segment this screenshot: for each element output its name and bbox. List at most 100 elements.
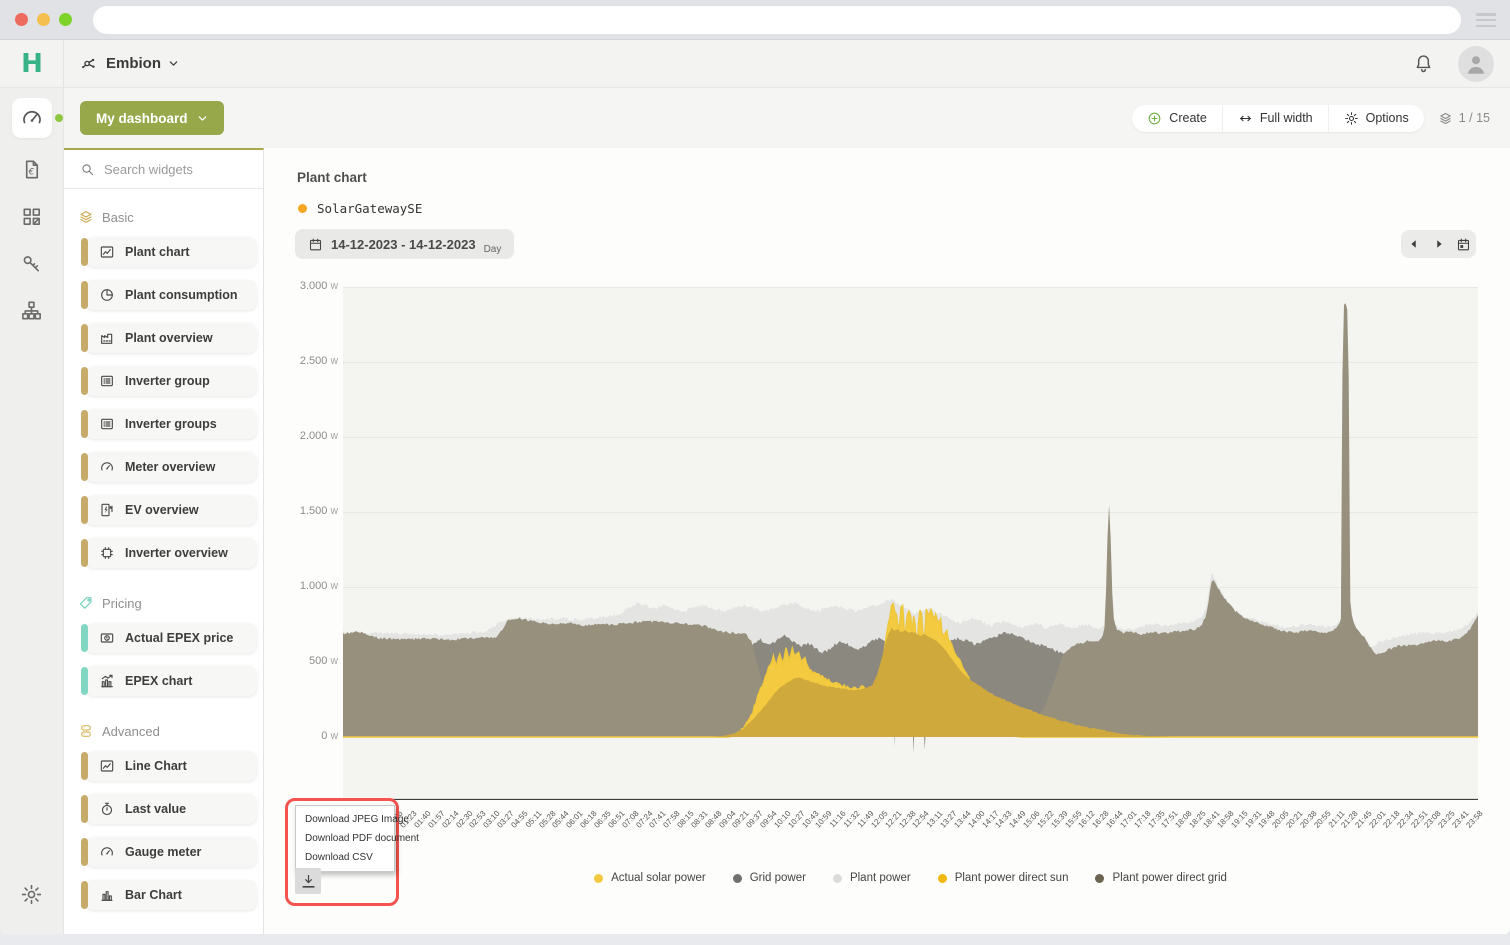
- date-range-text: 14-12-2023 - 14-12-2023: [331, 236, 476, 252]
- legend-dot: [937, 873, 947, 883]
- series-area-plant-power-direct-grid: [343, 303, 1478, 737]
- rail-item-dashboards[interactable]: [11, 98, 63, 138]
- card-accent: [81, 539, 88, 567]
- card-accent: [81, 453, 88, 481]
- x-tick-label: 02:53: [467, 809, 488, 830]
- legend-label: Actual solar power: [611, 872, 706, 884]
- x-tick-label: 22:51: [1408, 809, 1430, 830]
- widget-card-ev-overview[interactable]: EV overview: [81, 495, 257, 525]
- legend-dot: [732, 873, 742, 883]
- legend-label: Plant power direct grid: [1112, 872, 1227, 884]
- x-tick-label: 01:57: [426, 809, 447, 830]
- x-tick-label: 17:51: [1159, 809, 1181, 830]
- widget-card-inverter-group[interactable]: Inverter group: [81, 366, 257, 396]
- key-icon: [20, 252, 43, 275]
- widget-card-plant-chart[interactable]: Plant chart: [81, 237, 257, 267]
- legend-item-plant-power-direct-sun[interactable]: Plant power direct sun: [937, 872, 1068, 884]
- next-period-button[interactable]: [1426, 230, 1451, 258]
- widget-card-plant-consumption[interactable]: Plant consumption: [81, 280, 257, 310]
- series-area-plant-power-direct-sun: [343, 627, 1478, 737]
- x-axis: 00:0000:1700:3300:5001:0601:2301:4001:57…: [329, 800, 1484, 870]
- minimize-window-button[interactable]: [37, 13, 50, 26]
- close-window-button[interactable]: [15, 13, 28, 26]
- app-header: H Embion: [0, 40, 1510, 88]
- notifications-bell-icon[interactable]: [1413, 53, 1434, 74]
- chip-icon: [99, 545, 115, 561]
- menu-item-download-csv[interactable]: Download CSV: [305, 852, 373, 863]
- search-widgets-input[interactable]: [104, 161, 234, 177]
- dashboard-selector-button[interactable]: My dashboard: [80, 101, 224, 135]
- x-tick-label: 22:34: [1395, 809, 1416, 830]
- widget-card-last-value[interactable]: Last value: [81, 794, 257, 824]
- create-button[interactable]: Create: [1132, 104, 1223, 132]
- browser-menu-icon[interactable]: [1476, 13, 1496, 27]
- widget-card-epex-chart[interactable]: EPEX chart: [81, 666, 257, 696]
- rail-item-hierarchy[interactable]: [8, 287, 55, 334]
- arrows-horizontal-icon: [1238, 111, 1253, 126]
- x-tick-label: 07:08: [619, 809, 641, 830]
- series-line-actual-solar-power: [343, 602, 1478, 738]
- device-name: SolarGatewaySE: [317, 201, 423, 216]
- widget-card-label: Plant overview: [125, 331, 213, 345]
- rail-item-settings[interactable]: [8, 871, 55, 918]
- widget-card-label: Plant chart: [125, 245, 190, 259]
- full-width-button[interactable]: Full width: [1223, 104, 1329, 132]
- address-bar[interactable]: [93, 6, 1461, 34]
- legend-dot: [594, 873, 604, 883]
- user-avatar[interactable]: [1458, 45, 1494, 82]
- x-tick-label: 21:11: [1326, 809, 1347, 830]
- widget-card-gauge-meter[interactable]: Gauge meter: [81, 837, 257, 867]
- download-context-menu: Download JPEG Image Download PDF document…: [295, 805, 419, 872]
- chart-plot-area[interactable]: [343, 287, 1478, 801]
- x-tick-label: 16:28: [1090, 809, 1111, 830]
- app-logo[interactable]: H: [0, 40, 64, 87]
- epex-chart-icon: [99, 673, 115, 689]
- legend-item-plant-power-direct-grid[interactable]: Plant power direct grid: [1095, 872, 1227, 884]
- dashboard-page-indicator: 1 / 15: [1438, 111, 1490, 126]
- plus-circle-icon: [1147, 111, 1162, 126]
- x-tick-label: 12:54: [910, 809, 931, 830]
- x-tick-label: 04:55: [509, 809, 530, 830]
- download-button[interactable]: [295, 868, 321, 894]
- widget-card-bar-chart[interactable]: Bar Chart: [81, 880, 257, 910]
- widget-card-inverter-overview[interactable]: Inverter overview: [81, 538, 257, 568]
- x-tick-label: 06:35: [592, 809, 613, 830]
- toolbar-button-group: Create Full width Options: [1132, 104, 1424, 132]
- card-accent: [81, 752, 88, 780]
- widget-search: [64, 150, 263, 189]
- widget-card-meter-overview[interactable]: Meter overview: [81, 452, 257, 482]
- dashboard-toolbar: My dashboard Create Full width: [64, 88, 1510, 148]
- menu-item-download-jpeg-image[interactable]: Download JPEG Image: [305, 814, 409, 825]
- chevron-down-icon: [168, 58, 179, 69]
- rail-item-widgets[interactable]: [8, 193, 55, 240]
- widget-card-inverter-groups[interactable]: Inverter groups: [81, 409, 257, 439]
- jump-to-date-button[interactable]: [1451, 230, 1476, 258]
- widget-card-line-chart[interactable]: Line Chart: [81, 751, 257, 781]
- chart-legend: Actual solar power Grid power Plant power P…: [343, 872, 1478, 884]
- menu-item-download-pdf-document[interactable]: Download PDF document: [305, 833, 419, 844]
- legend-item-grid-power[interactable]: Grid power: [732, 872, 806, 884]
- maximize-window-button[interactable]: [59, 13, 72, 26]
- options-button[interactable]: Options: [1329, 105, 1424, 132]
- card-accent: [81, 881, 88, 909]
- x-tick-label: 13:27: [938, 809, 959, 830]
- widget-card-plant-overview[interactable]: Plant overview: [81, 323, 257, 353]
- chart-line-icon: [99, 244, 115, 260]
- legend-item-actual-solar-power[interactable]: Actual solar power: [594, 872, 706, 884]
- date-range-picker[interactable]: 14-12-2023 - 14-12-2023 Day: [295, 229, 515, 259]
- card-accent: [81, 624, 88, 652]
- widget-card-label: Inverter groups: [125, 417, 217, 431]
- widget-card-actual-epex-price[interactable]: € Actual EPEX price: [81, 623, 257, 653]
- widget-card-label: Gauge meter: [125, 845, 202, 859]
- ev-icon: [99, 502, 115, 518]
- organization-switcher[interactable]: Embion: [80, 54, 179, 73]
- svg-text:€: €: [28, 167, 35, 177]
- legend-item-plant-power[interactable]: Plant power: [832, 872, 911, 884]
- device-badge[interactable]: SolarGatewaySE: [298, 201, 422, 216]
- y-tick-label: 2.000 W: [299, 430, 338, 442]
- rail-item-access-keys[interactable]: [8, 240, 55, 287]
- previous-period-button[interactable]: [1401, 230, 1426, 258]
- rail-item-billing[interactable]: €: [8, 146, 55, 193]
- invoice-euro-icon: €: [99, 630, 115, 646]
- x-tick-label: 23:58: [1464, 809, 1485, 830]
